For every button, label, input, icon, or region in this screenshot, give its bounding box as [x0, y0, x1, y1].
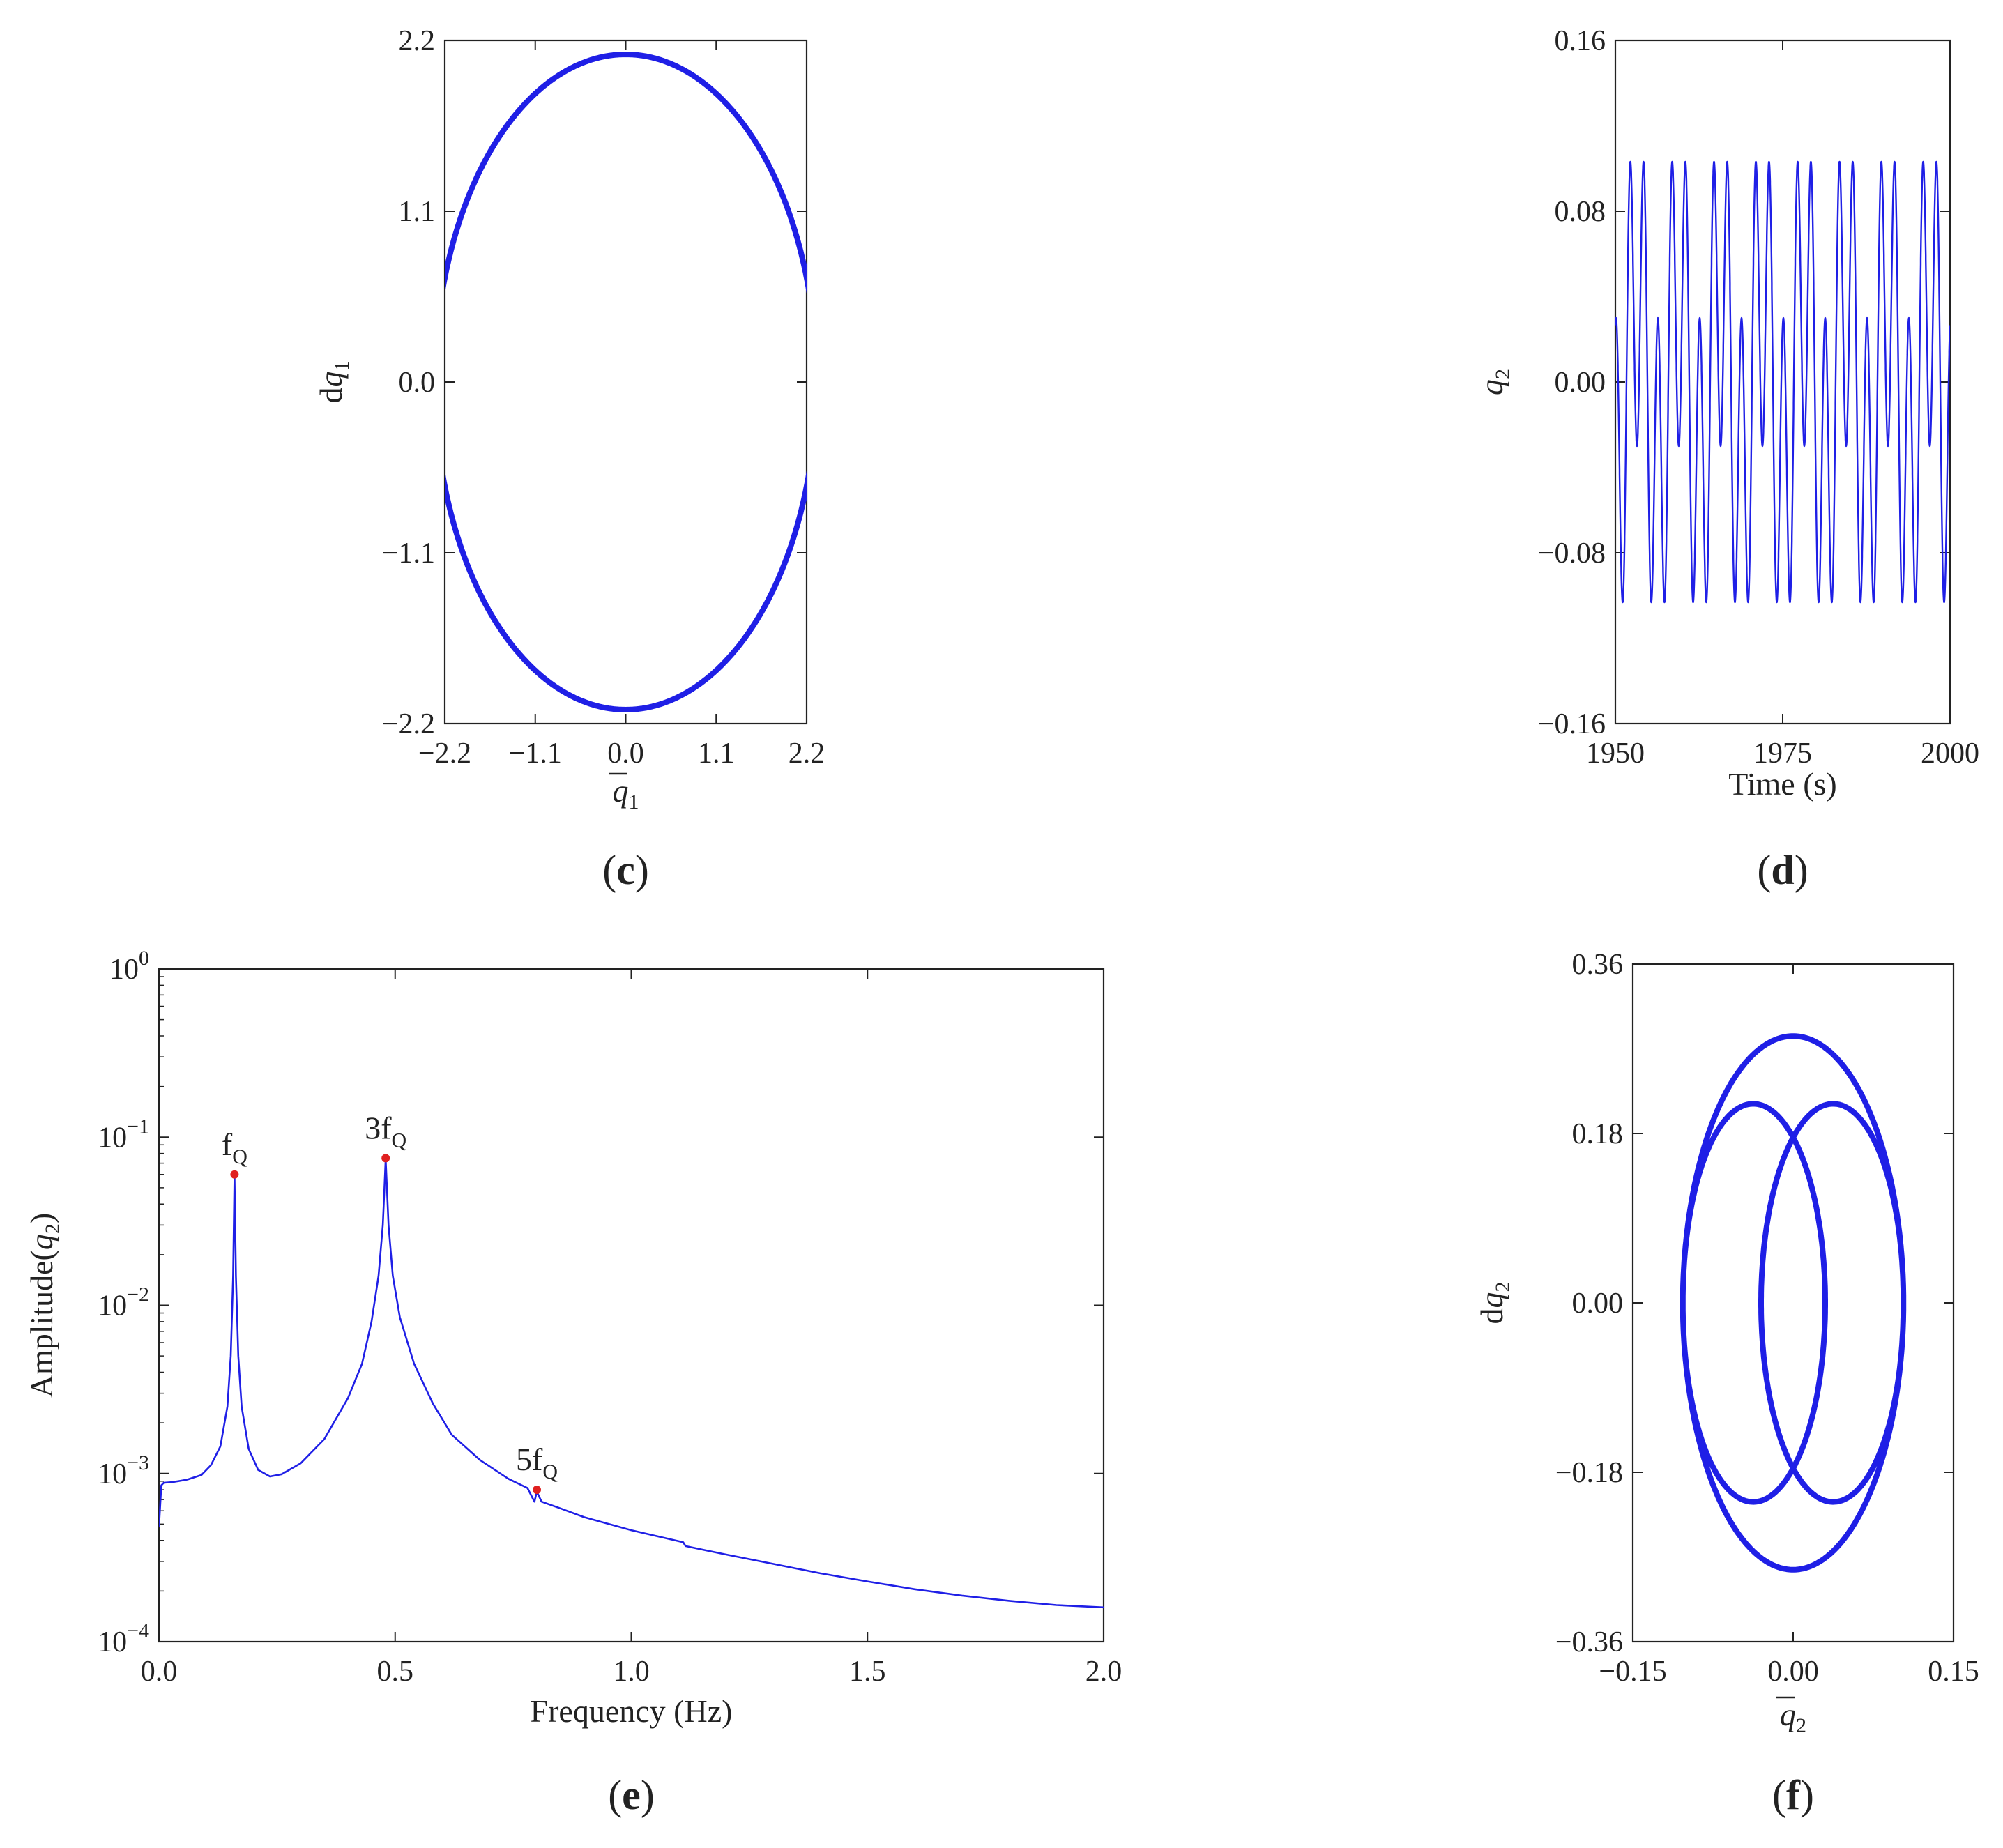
y-tick-label: 10−4 [98, 1619, 149, 1658]
peak-label: 5fQ [516, 1442, 558, 1483]
y-axis-label: dq2 [1474, 1282, 1514, 1324]
y-tick-label: 0.08 [1555, 196, 1606, 228]
y-tick-label: −0.08 [1538, 537, 1606, 570]
x-tick-label: −0.15 [1599, 1656, 1666, 1688]
x-tick-label: 0.0 [607, 738, 644, 770]
x-tick-label: 1.0 [613, 1656, 650, 1688]
panel-label: (d) [1757, 847, 1808, 893]
y-tick-label: −0.36 [1555, 1626, 1623, 1658]
series-phase-portrait-q2 [1680, 1033, 1907, 1573]
peak-label: 3fQ [365, 1110, 406, 1152]
chart-d: 1950 1975 2000 −0.16 −0.08 0.00 0.08 0.16 Time (… [1474, 25, 1979, 893]
x-axis-label: q2 [1780, 1697, 1806, 1737]
y-tick-label: 0.18 [1572, 1118, 1624, 1150]
y-tick-label: −0.18 [1555, 1457, 1623, 1489]
y-tick-label: 0.00 [1572, 1288, 1624, 1320]
x-tick-label: 0.5 [377, 1656, 414, 1688]
chart-e: 0.0 0.5 1.0 1.5 2.0 10−4 10−3 10−2 10−1 100 Freque… [24, 947, 1122, 1818]
x-tick-label: 1.1 [698, 738, 735, 770]
x-tick-label: −1.1 [509, 738, 562, 770]
y-tick-label: −2.2 [382, 708, 435, 740]
panel-label: (f) [1772, 1772, 1814, 1818]
plot-frame [158, 968, 1105, 1643]
y-tick-label: 10−2 [98, 1283, 149, 1322]
y-tick-label: −0.16 [1538, 708, 1606, 740]
plot-frame [1614, 39, 1951, 725]
plot-frame [443, 39, 808, 725]
y-tick-label: 2.2 [399, 25, 436, 57]
y-tick-label: 10−3 [98, 1451, 149, 1490]
x-tick-label: 1950 [1586, 738, 1645, 770]
x-tick-label: 1.5 [849, 1656, 886, 1688]
x-tick-label: −2.2 [418, 738, 471, 770]
y-tick-label: 0.00 [1555, 367, 1606, 399]
y-axis-label: q2 [1474, 369, 1514, 395]
y-axis-label: Amplitude(q2) [24, 1213, 64, 1398]
y-tick-label: 0.36 [1572, 949, 1624, 981]
x-tick-label: 0.00 [1767, 1656, 1819, 1688]
series-time-history-q2 [1615, 160, 1950, 604]
chart-f: −0.15 0.00 0.15 −0.36 −0.18 0.00 0.18 0.36 q2 dq2… [1474, 949, 1979, 1818]
x-tick-label: 2.0 [1086, 1656, 1122, 1688]
series-phase-portrait-q1 [445, 52, 807, 712]
panel-label: (c) [602, 847, 649, 893]
peak-label: fQ [222, 1127, 247, 1168]
y-tick-label: 0.0 [399, 367, 436, 399]
peak-marker [533, 1486, 541, 1495]
x-tick-label: 2.2 [789, 738, 825, 770]
x-axis-label: q1 [613, 773, 639, 814]
y-tick-label: 1.1 [399, 196, 436, 228]
peak-marker [230, 1170, 239, 1179]
y-tick-label: 100 [109, 947, 149, 986]
x-tick-label: 1975 [1753, 738, 1812, 770]
x-axis-label: Time (s) [1728, 766, 1837, 802]
x-tick-label: 0.0 [141, 1656, 178, 1688]
peak-marker [381, 1154, 390, 1163]
y-axis-label: dq1 [313, 361, 353, 404]
x-axis-label: Frequency (Hz) [531, 1693, 733, 1729]
x-tick-label: 0.15 [1928, 1656, 1979, 1688]
y-tick-label: −1.1 [382, 537, 435, 570]
panel-label: (e) [608, 1772, 655, 1818]
chart-c: −2.2 −1.1 0.0 1.1 2.2 −2.2 −1.1 0.0 1.1 2.2 q1 dq1 (… [313, 25, 825, 893]
y-tick-label: 0.16 [1555, 25, 1606, 57]
series-spectrum-q2 [159, 1158, 1104, 1609]
y-tick-label: 10−1 [98, 1115, 149, 1154]
x-tick-label: 2000 [1921, 738, 1979, 770]
